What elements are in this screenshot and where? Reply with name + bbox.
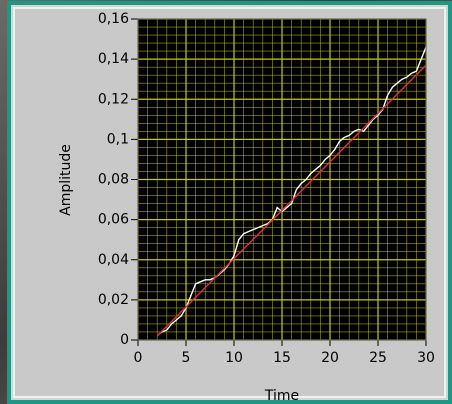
- x-tick-label: 10: [225, 350, 243, 366]
- x-tick-label: 0: [134, 350, 143, 366]
- y-tick-label: 0,12: [98, 91, 129, 107]
- x-tick-label: 15: [273, 350, 291, 366]
- chart: Amplitude Time 0 5 10 15 20 25 30 0 0,02 0,04 0,06…: [0, 0, 452, 404]
- x-axis-label: Time: [264, 388, 299, 404]
- page: Amplitude Time 0 5 10 15 20 25 30 0 0,02 0,04 0,06…: [0, 0, 452, 404]
- x-tick-label: 30: [417, 350, 435, 366]
- y-axis-label: Amplitude: [58, 144, 74, 216]
- y-tick-label: 0,16: [98, 11, 129, 27]
- y-tick-label: 0,08: [98, 172, 129, 188]
- y-tick-label: 0: [120, 332, 129, 348]
- y-tick-label: 0,06: [98, 212, 129, 228]
- y-tick-label: 0,1: [107, 131, 129, 147]
- x-tick-label: 25: [369, 350, 387, 366]
- y-tick-label: 0,14: [98, 51, 129, 67]
- x-tick-label: 5: [182, 350, 191, 366]
- y-tick-label: 0,04: [98, 252, 129, 268]
- x-tick-label: 20: [321, 350, 339, 366]
- y-tick-label: 0,02: [98, 292, 129, 308]
